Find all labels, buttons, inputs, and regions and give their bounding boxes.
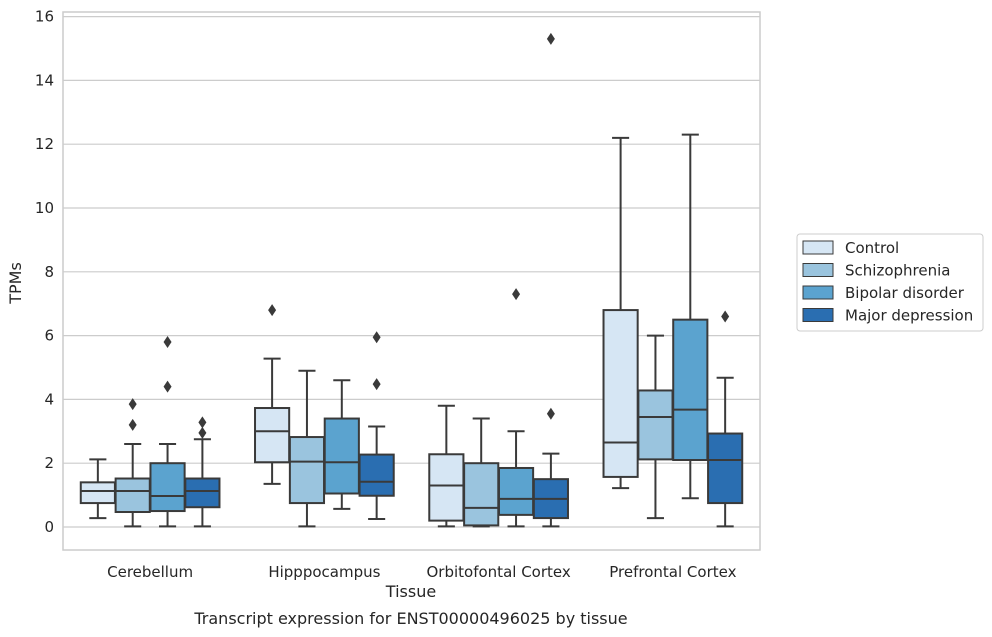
legend-label: Bipolar disorder <box>845 284 965 302</box>
y-tick-labels: 0 2 4 6 8 10 12 14 16 <box>35 8 54 536</box>
box-iqr <box>184 477 221 509</box>
box-group <box>288 369 326 528</box>
outlier-point <box>512 288 521 301</box>
box-iqr <box>358 453 395 497</box>
box-group <box>707 310 744 528</box>
box-group <box>79 458 116 520</box>
plot-frame <box>62 11 761 551</box>
box-group <box>602 136 639 490</box>
box-iqr <box>463 462 500 527</box>
legend-swatch <box>802 240 834 255</box>
legend-label: Control <box>845 239 899 257</box>
box-iqr <box>323 417 360 495</box>
box-iqr <box>288 436 326 505</box>
box-group <box>637 334 674 520</box>
x-tick-label: Prefrontal Cortex <box>609 563 736 581</box>
outlier-point <box>546 407 555 420</box>
legend-frame <box>796 233 984 332</box>
legend: Control Schizophrenia Bipolar disorder Majo… <box>796 233 984 332</box>
box-iqr <box>602 309 639 478</box>
box-iqr <box>637 389 674 461</box>
outlier-point <box>268 304 277 317</box>
x-tick-label: Hipppocampus <box>268 563 380 581</box>
outlier-point <box>198 426 207 439</box>
box-group <box>114 398 151 528</box>
outlier-point <box>372 378 381 391</box>
legend-swatch <box>802 285 834 300</box>
box-iqr <box>497 466 535 516</box>
chart-caption: Transcript expression for ENST0000049602… <box>193 609 627 628</box>
box-iqr <box>79 481 116 505</box>
legend-swatch <box>802 263 834 277</box>
outlier-point <box>128 398 137 411</box>
outlier-point <box>372 331 381 344</box>
outlier-point <box>163 335 172 348</box>
y-tick-label: 0 <box>44 518 54 536</box>
x-tick-label: Orbitofontal Cortex <box>427 563 571 581</box>
x-tick-label: Cerebellum <box>107 563 193 581</box>
box-group <box>497 288 535 528</box>
box-iqr <box>707 432 744 505</box>
y-tick-label: 12 <box>35 135 54 153</box>
box-group <box>358 331 395 521</box>
y-tick-label: 10 <box>35 199 54 217</box>
box-iqr <box>254 407 291 464</box>
box-group <box>672 133 709 500</box>
box-group <box>428 404 465 528</box>
outlier-point <box>721 310 730 323</box>
box-group <box>532 32 569 528</box>
x-tick-labels: Cerebellum Hipppocampus Orbitofontal Corte… <box>107 563 736 581</box>
y-tick-label: 16 <box>35 8 54 26</box>
x-axis-title: Tissue <box>385 582 436 601</box>
legend-label: Major depression <box>845 307 973 325</box>
box-iqr <box>114 477 151 514</box>
legend-swatch <box>802 308 834 322</box>
y-tick-label: 4 <box>44 390 54 408</box>
legend-label: Schizophrenia <box>845 262 950 280</box>
outlier-point <box>198 416 207 429</box>
box-group <box>149 335 186 528</box>
y-tick-label: 14 <box>35 71 54 89</box>
box-iqr <box>149 462 186 513</box>
outlier-point <box>128 418 137 431</box>
box-iqr <box>428 453 465 522</box>
outlier-point <box>546 32 555 45</box>
box-group <box>254 304 291 485</box>
box-iqr <box>672 318 709 462</box>
outlier-point <box>163 380 172 393</box>
box-group <box>463 417 500 528</box>
y-tick-label: 2 <box>44 454 54 472</box>
y-tick-label: 8 <box>44 263 54 281</box>
box-groups <box>79 32 744 528</box>
legend-items: Control Schizophrenia Bipolar disorder Majo… <box>802 239 973 325</box>
box-group <box>184 416 221 528</box>
y-axis-title: TPMs <box>6 262 25 305</box>
y-tick-label: 6 <box>44 327 54 345</box>
